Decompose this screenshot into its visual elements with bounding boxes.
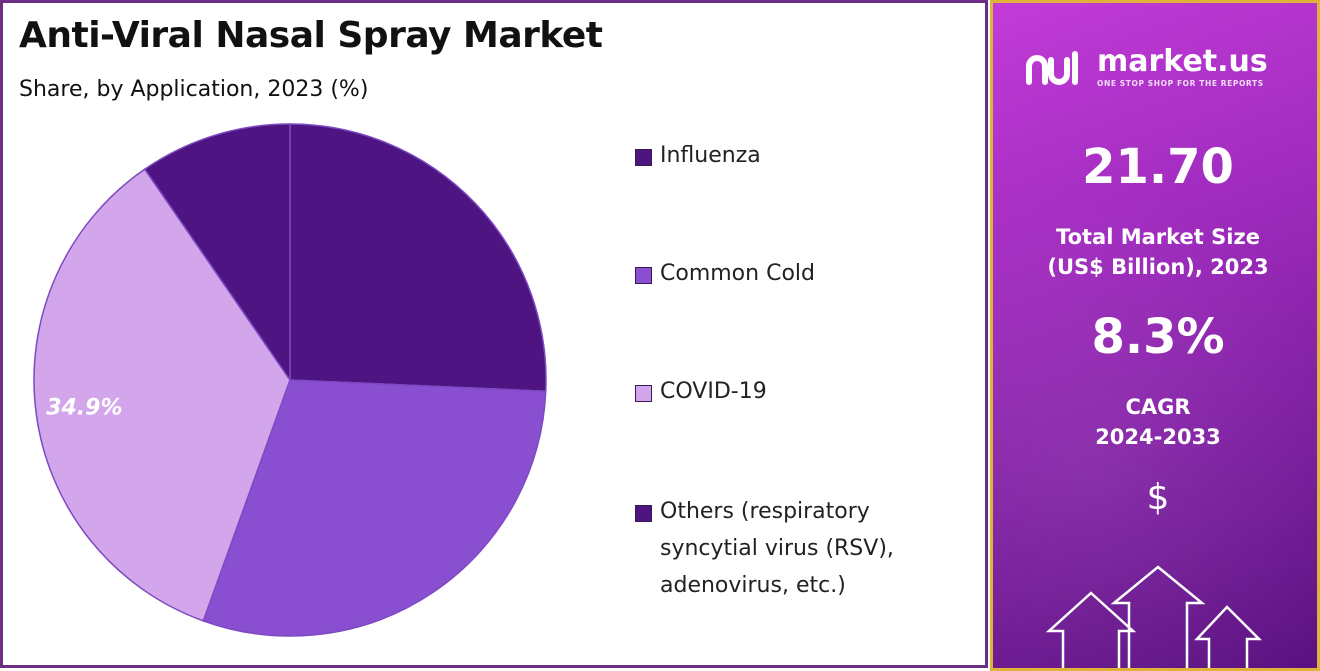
chart-panel: Anti-Viral Nasal Spray Market Share, by … [0,0,988,668]
data-label-covid-19: 34.9% [46,396,122,421]
legend-swatch [635,505,652,522]
pie-chart: 34.9% [33,123,547,637]
dollar-icon: $ [1146,477,1170,518]
legend-label: Influenza [660,143,761,168]
summary-panel: market.us ONE STOP SHOP FOR THE REPORTS … [990,0,1320,671]
market-size-label: Total Market Size (US$ Billion), 2023 [1047,225,1269,279]
legend-item-others: Others (respiratory syncytial virus (RSV… [635,499,940,604]
legend-swatch [635,267,652,284]
market-size-value: 21.70 [1082,139,1234,195]
chart-title: Anti-Viral Nasal Spray Market [19,15,603,56]
brand-logo: market.us ONE STOP SHOP FOR THE REPORTS [1025,47,1268,88]
cagr-value: 8.3% [1091,309,1225,365]
pie-slice-influenza [289,123,547,393]
legend-swatch [635,149,652,166]
pie-slice-common-cold [202,379,547,637]
cagr-period: 2024-2033 [1095,425,1221,449]
background-overlay [993,3,1317,668]
brand-name: market.us [1097,44,1268,79]
legend-label: Others (respiratory syncytial virus (RSV… [660,499,894,598]
legend-item-common-cold: Common Cold [635,261,960,292]
chart-subtitle: Share, by Application, 2023 (%) [19,77,369,102]
legend-label: COVID-19 [660,379,767,404]
growth-arrows-icon [1045,565,1263,668]
legend-label: Common Cold [660,261,815,286]
legend-swatch [635,385,652,402]
market-us-logo-icon [1026,50,1078,85]
pie-slice-covid-19 [33,168,291,622]
brand-tagline: ONE STOP SHOP FOR THE REPORTS [1097,79,1264,88]
pie-slice-others-respiratory-syncytial-v [143,123,291,383]
cagr-label: CAGR [1125,395,1191,419]
legend-item-covid-19: COVID-19 [635,379,960,410]
legend-item-influenza: Influenza [635,143,960,174]
